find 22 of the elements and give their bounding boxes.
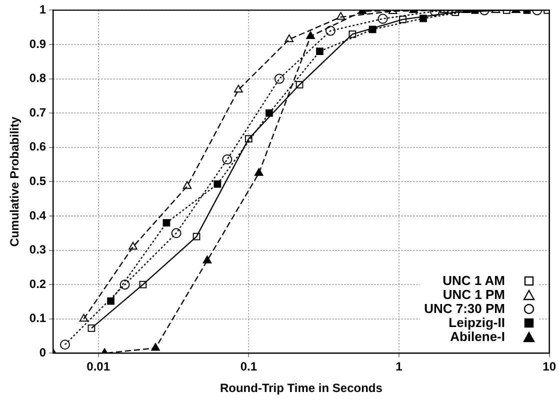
y-tick-label: 0.1 bbox=[29, 311, 46, 326]
y-tick-label: 0.6 bbox=[29, 140, 46, 154]
x-tick-label: 1 bbox=[396, 360, 403, 374]
legend-label: UNC 7:30 PM bbox=[424, 301, 505, 316]
y-tick-label: 0.8 bbox=[29, 71, 46, 86]
y-tick-label: 0.2 bbox=[29, 276, 46, 291]
y-tick-label: 0.4 bbox=[29, 208, 46, 222]
x-tick-label: 10 bbox=[542, 360, 556, 374]
legend-label: Leipzig-II bbox=[448, 315, 505, 330]
y-tick-label: 0.5 bbox=[29, 174, 46, 188]
x-tick-label: 0.1 bbox=[240, 360, 258, 374]
x-axis-title: Round-Trip Time in Seconds bbox=[220, 381, 383, 396]
legend-label: UNC 1 AM bbox=[442, 273, 505, 288]
legend-label: Abilene-I bbox=[450, 329, 505, 344]
x-tick-label: 0.01 bbox=[86, 360, 110, 374]
y-tick-label: 0.7 bbox=[29, 105, 46, 120]
y-axis-title: Cumulative Probability bbox=[8, 116, 22, 247]
y-tick-label: 0 bbox=[39, 346, 46, 360]
y-tick-label: 0.3 bbox=[29, 242, 46, 257]
y-tick-label: 1 bbox=[39, 2, 46, 17]
legend-label: UNC 1 PM bbox=[442, 287, 505, 302]
y-tick-label: 0.9 bbox=[29, 36, 46, 51]
